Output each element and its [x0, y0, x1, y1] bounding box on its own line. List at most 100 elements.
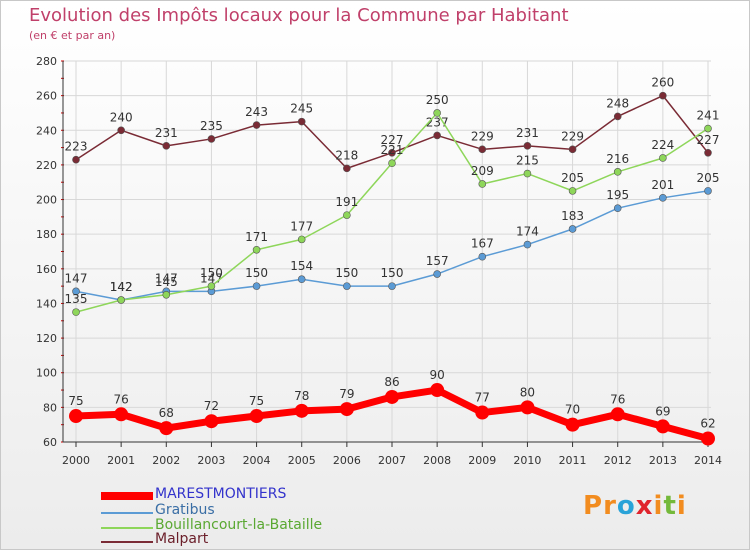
data-point	[159, 421, 174, 436]
data-point	[430, 383, 445, 398]
data-point	[343, 164, 351, 173]
data-label: 76	[114, 392, 129, 406]
data-label: 157	[426, 254, 449, 268]
data-label: 183	[561, 209, 584, 223]
proxiti-logo: Proxiti	[583, 491, 687, 521]
x-tick-label: 2001	[107, 454, 135, 467]
data-point	[701, 431, 715, 446]
x-tick-label: 2007	[378, 454, 406, 467]
data-point	[117, 296, 125, 304]
x-tick-label: 2002	[152, 454, 180, 467]
data-point	[523, 169, 532, 178]
data-point	[478, 252, 487, 261]
y-tick-label: 240	[36, 124, 57, 137]
data-label: 195	[606, 188, 629, 202]
data-point	[297, 235, 306, 244]
data-label: 224	[651, 138, 674, 152]
data-point	[294, 403, 309, 418]
data-point	[343, 282, 351, 290]
x-tick-label: 2003	[197, 454, 225, 467]
logo-letter: x	[635, 491, 654, 521]
x-tick-label: 2009	[468, 454, 496, 467]
data-point	[610, 407, 625, 422]
logo-letter: o	[616, 491, 636, 521]
data-label: 62	[700, 417, 715, 431]
data-label: 240	[110, 110, 133, 124]
data-point	[204, 414, 219, 429]
legend-label-malpart: Malpart	[155, 531, 209, 547]
y-tick-label: 220	[36, 159, 57, 172]
data-label: 75	[249, 394, 264, 408]
data-label: 215	[516, 154, 539, 168]
data-point	[433, 270, 441, 278]
data-label: 205	[561, 171, 584, 185]
data-label: 231	[516, 126, 539, 140]
data-point	[565, 417, 580, 432]
data-point	[114, 407, 129, 422]
x-tick-label: 2010	[513, 454, 541, 467]
data-point	[388, 282, 396, 290]
data-point	[568, 225, 577, 233]
data-label: 147	[65, 271, 88, 285]
logo-letter: P	[583, 491, 604, 521]
data-point	[297, 275, 306, 284]
data-label: 154	[290, 259, 313, 273]
data-point	[613, 112, 622, 121]
data-label: 174	[516, 225, 539, 239]
data-point	[297, 117, 306, 126]
data-point	[613, 168, 622, 176]
logo-letter: i	[653, 491, 664, 521]
data-label: 80	[520, 385, 535, 399]
data-label: 150	[335, 266, 358, 280]
x-tick-label: 2004	[243, 454, 271, 467]
data-label: 142	[110, 280, 133, 294]
data-label: 78	[294, 389, 309, 403]
y-tick-label: 60	[43, 436, 57, 449]
data-label: 235	[200, 119, 223, 133]
data-label: 205	[697, 171, 720, 185]
data-label: 221	[381, 143, 404, 157]
data-label: 150	[381, 266, 404, 280]
data-label: 150	[200, 266, 223, 280]
logo-letter: i	[676, 491, 687, 521]
data-point	[655, 419, 670, 434]
x-tick-label: 2013	[649, 454, 677, 467]
data-label: 229	[471, 129, 494, 143]
data-label: 191	[335, 195, 358, 209]
data-label: 171	[245, 230, 268, 244]
data-label: 260	[651, 76, 674, 90]
y-tick-label: 100	[36, 367, 57, 380]
data-label: 135	[65, 292, 88, 306]
data-point	[207, 282, 216, 290]
data-point	[72, 308, 80, 316]
data-label: 243	[245, 105, 268, 119]
data-point	[252, 282, 261, 290]
data-point	[523, 240, 532, 249]
y-tick-label: 160	[36, 263, 57, 276]
data-label: 150	[245, 266, 268, 280]
data-point	[433, 109, 441, 117]
legend-label-marestmontiers: MARESTMONTIERS	[155, 486, 287, 502]
data-label: 218	[335, 148, 358, 162]
data-label: 167	[471, 237, 494, 251]
y-tick-label: 200	[36, 194, 57, 207]
x-tick-label: 2000	[62, 454, 90, 467]
data-label: 142	[110, 280, 133, 294]
data-point	[385, 389, 399, 404]
x-tick-label: 2011	[559, 454, 587, 467]
data-point	[339, 402, 354, 417]
data-label: 250	[426, 93, 449, 107]
data-point	[475, 405, 490, 420]
data-label: 241	[697, 109, 720, 123]
data-point	[343, 211, 351, 219]
data-point	[478, 180, 487, 188]
chart-subtitle: (en € et par an)	[29, 29, 116, 42]
x-tick-label: 2012	[604, 454, 632, 467]
data-label: 177	[290, 219, 313, 233]
data-point	[117, 126, 125, 135]
data-point	[613, 204, 622, 213]
y-tick-label: 180	[36, 228, 57, 241]
legend-swatch-gratibus	[101, 512, 153, 514]
data-point	[704, 124, 712, 133]
